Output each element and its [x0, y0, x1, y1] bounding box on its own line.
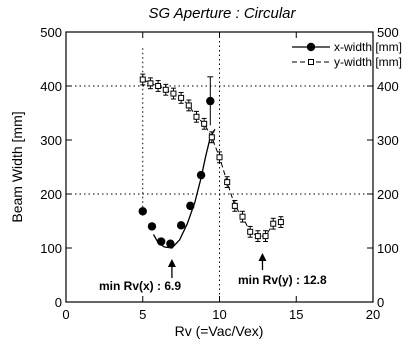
y-width-point [277, 219, 284, 226]
y-width-point [170, 90, 177, 97]
x-tick-label: 20 [366, 307, 380, 322]
legend-x-width-label: x-width [mm] [334, 40, 402, 54]
y-tick-label-right: 300 [377, 133, 399, 148]
x-width-point [138, 207, 147, 216]
x-width-point [166, 239, 175, 248]
y-tick-label-left: 500 [40, 25, 62, 40]
y-tick-label-right: 0 [377, 295, 384, 310]
min-rv-x-label: min Rv(x) : 6.9 [99, 279, 181, 293]
y-width-point [247, 228, 254, 235]
legend: x-width [mm]y-width [mm] [292, 40, 402, 69]
legend-y-width-marker [308, 59, 314, 65]
chart-title: SG Aperture : Circular [149, 5, 297, 22]
y-tick-label-left: 400 [40, 79, 62, 94]
y-width-point [201, 120, 208, 127]
y-tick-label-left: 0 [55, 295, 62, 310]
legend-x-width-marker [306, 42, 316, 52]
x-width-fit-curve [152, 128, 216, 249]
x-width-point [186, 201, 195, 211]
min-rv-y-label: min Rv(y) : 12.8 [238, 273, 327, 287]
y-width-point [216, 154, 223, 161]
y-tick-label-left: 100 [40, 241, 62, 256]
x-width-point [206, 96, 215, 106]
y-width-point [185, 102, 192, 109]
y-width-point [231, 202, 238, 209]
y-width-point [178, 94, 185, 101]
x-axis-label: Rv (=Vac/Vex) [175, 323, 264, 339]
y-width-point [162, 86, 169, 93]
min-rv-y-arrow-head [258, 253, 267, 261]
y-tick-label-right: 100 [377, 241, 399, 256]
y-width-point [270, 220, 277, 227]
grid-lines [66, 32, 373, 302]
y-width-point [224, 179, 231, 186]
x-width-point [196, 170, 206, 180]
y-width-point [193, 113, 200, 120]
y-tick-label-right: 200 [377, 187, 399, 202]
annotations: min Rv(x) : 6.9 min Rv(y) : 12.8 [99, 253, 327, 293]
y-tick-label-right: 400 [377, 79, 399, 94]
y-width-point [139, 76, 146, 83]
x-tick-label: 5 [139, 307, 146, 322]
x-width-point [176, 221, 186, 230]
y-tick-label-right: 500 [377, 25, 399, 40]
y-tick-label-left: 200 [40, 187, 62, 202]
y-width-point [147, 80, 154, 87]
y-axis-label: Beam Width [mm] [9, 111, 25, 222]
x-width-point [147, 222, 157, 231]
y-width-point [254, 233, 261, 240]
x-tick-label: 15 [289, 307, 303, 322]
x-tick-label: 0 [62, 307, 69, 322]
series-markers [138, 73, 284, 248]
x-width-point [156, 237, 166, 246]
y-width-point [208, 134, 215, 141]
y-tick-label-left: 300 [40, 133, 62, 148]
y-width-point [155, 83, 162, 89]
y-width-point [262, 233, 269, 240]
x-tick-label: 10 [212, 307, 226, 322]
legend-y-width-label: y-width [mm] [334, 55, 402, 69]
y-width-point [239, 213, 246, 220]
min-rv-x-arrow-head [167, 259, 176, 267]
